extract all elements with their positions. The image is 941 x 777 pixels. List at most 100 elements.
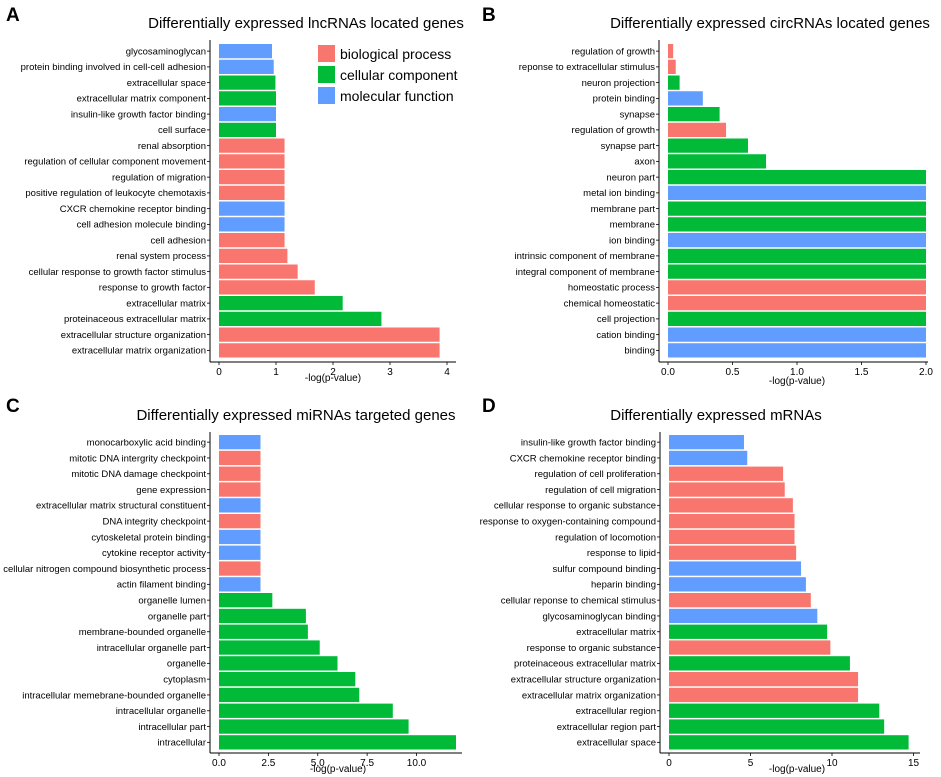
panel-a-bar-regulation-of-cellular-component-movement bbox=[219, 154, 285, 169]
panel-d-label-regulation-of-locomotion: regulation of locomotion bbox=[555, 532, 656, 543]
panel-a-xtick-label-2: 2 bbox=[330, 367, 336, 378]
panel-letter-d: D bbox=[482, 396, 496, 417]
panel-b-category-labels: regulation of growth reponse to extracell… bbox=[515, 46, 659, 357]
panel-c-label-intracellular-organelle: intracellular organelle bbox=[116, 706, 206, 717]
panel-b-bar-metal-ion-binding bbox=[668, 185, 926, 200]
panel-c-label-cytoplasm: cytoplasm bbox=[163, 674, 206, 685]
panel-c-bar-mitotic-dna-damage-checkpoint bbox=[219, 466, 261, 481]
panel-a-label-extracellular-space: extracellular space bbox=[127, 78, 206, 89]
panel-c-bar-cytokine-receptor-activity bbox=[219, 545, 261, 560]
panel-c-xtick-label-4: 10.0 bbox=[407, 758, 427, 769]
panel-b-bar-synapse-part bbox=[668, 138, 748, 153]
panel-d-label-heparin-binding: heparin binding bbox=[591, 580, 656, 591]
panel-d-xtick-label-2: 10 bbox=[826, 758, 838, 769]
panel-b-bar-cell-projection bbox=[668, 311, 926, 326]
panel-c-bar-organelle bbox=[219, 656, 338, 671]
panel-a-bar-extracellular-space bbox=[219, 75, 276, 90]
panel-b-label-axon: axon bbox=[634, 157, 655, 168]
panel-d-bar-extracellular-region-part bbox=[669, 719, 885, 734]
panel-a-label-cxcr-chemokine-receptor-binding: CXCR chemokine receptor binding bbox=[60, 204, 206, 215]
panel-c-label-gene-expression: gene expression bbox=[136, 485, 206, 496]
panel-c-bar-actin-filament-binding bbox=[219, 577, 261, 592]
panel-d-label-extracellular-region: extracellular region bbox=[576, 706, 656, 717]
panel-c-bar-organelle-lumen bbox=[219, 593, 273, 608]
panel-c-label-monocarboxylic-acid-binding: monocarboxylic acid binding bbox=[87, 437, 206, 448]
panel-d-bar-extracellular-space bbox=[669, 735, 909, 750]
panel-b-label-intrinsic-component-of-membrane: intrinsic component of membrane bbox=[515, 251, 655, 262]
panel-c-bar-intracellular bbox=[219, 735, 456, 750]
panel-a-bar-renal-system-process bbox=[219, 248, 288, 263]
panel-c-label-extracellular-matrix-structural-constituent: extracellular matrix structural constitu… bbox=[36, 501, 206, 512]
panel-d-bar-response-to-lipid bbox=[669, 545, 797, 560]
panel-d-bars bbox=[669, 435, 909, 750]
panel-d-label-insulin-like-growth-factor-binding: insulin-like growth factor binding bbox=[521, 437, 656, 448]
panel-c-label-membrane-bounded-organelle: membrane-bounded organelle bbox=[79, 627, 206, 638]
panel-b-label-membrane-part: membrane part bbox=[591, 204, 656, 215]
panel-letter-c: C bbox=[6, 396, 20, 417]
panel-b-x-ticks: 0.0 0.5 1.0 1.5 2.0 bbox=[661, 362, 933, 378]
panel-a-bar-protein-binding-involved-in-cell-cell-adhesion bbox=[219, 59, 274, 74]
panel-d-label-proteinaceous-extracellular-matrix: proteinaceous extracellular matrix bbox=[514, 659, 656, 670]
panel-d-bar-response-to-organic-substance bbox=[669, 640, 831, 655]
panel-d-category-labels: insulin-like growth factor binding CXCR c… bbox=[480, 437, 660, 749]
panel-b-bar-intrinsic-component-of-membrane bbox=[668, 248, 926, 263]
panel-b-bar-binding bbox=[668, 343, 926, 358]
panel-d-label-regulation-of-cell-migration: regulation of cell migration bbox=[545, 485, 656, 496]
panel-d-label-cxcr-chemokine-receptor-binding: CXCR chemokine receptor binding bbox=[510, 453, 656, 464]
panel-b-label-reponse-to-extracellular-stimulus: reponse to extracellular stimulus bbox=[519, 62, 655, 73]
panel-b-xtick-label-3: 1.5 bbox=[855, 367, 869, 378]
panel-c-bar-dna-integrity-checkpoint bbox=[219, 514, 261, 529]
panel-a-category-labels: glycosaminoglycan protein binding involve… bbox=[21, 46, 210, 357]
panel-c-category-labels: monocarboxylic acid binding mitotic DNA i… bbox=[3, 437, 210, 749]
legend-label-biological-process: biological process bbox=[340, 46, 451, 62]
legend-swatch-biological-process bbox=[318, 45, 335, 62]
panel-a-bar-cxcr-chemokine-receptor-binding bbox=[219, 201, 285, 216]
panel-c-label-cellular-nitrogen-compound-biosynthetic-process: cellular nitrogen compound biosynthetic … bbox=[3, 564, 206, 575]
panel-d-bar-cellular-reponse-to-chemical-stimulus bbox=[669, 593, 811, 608]
panel-c-bar-organelle-part bbox=[219, 608, 306, 624]
panel-b-label-metal-ion-binding: metal ion binding bbox=[583, 188, 655, 199]
panel-b-label-regulation-of-growth: regulation of growth bbox=[572, 46, 655, 57]
panel-d-label-response-to-organic-substance: response to organic substance bbox=[527, 643, 656, 654]
panel-a-bar-extracellular-structure-organization bbox=[219, 327, 440, 342]
panel-a-label-glycosaminoglycan: glycosaminoglycan bbox=[126, 46, 206, 57]
panel-d-bar-glycosaminoglycan-binding bbox=[669, 608, 818, 624]
panel-d-bar-extracellular-region bbox=[669, 703, 880, 718]
panel-b-title: Differentially expressed circRNAs locate… bbox=[610, 15, 930, 32]
panel-d-bar-extracellular-matrix-organization bbox=[669, 687, 859, 703]
panel-d-bar-cellular-response-to-organic-substance bbox=[669, 498, 793, 513]
panel-a-bar-cellular-response-to-growth-factor-stimulus bbox=[219, 264, 298, 279]
panel-a-x-axis-label: -log(p-value) bbox=[305, 373, 361, 384]
panel-b-label-chemical-homeostatic: chemical homeostatic bbox=[564, 298, 656, 309]
panel-d-bar-cxcr-chemokine-receptor-binding bbox=[669, 450, 748, 466]
panel-a-xtick-label-1: 1 bbox=[273, 367, 279, 378]
panel-d-title: Differentially expressed mRNAs bbox=[610, 407, 821, 424]
panel-a-label-extracellular-matrix-component: extracellular matrix component bbox=[77, 94, 207, 105]
panel-c-x-ticks: 0.0 2.5 5.0 7.5 10.0 bbox=[212, 753, 427, 769]
panel-d-x-ticks: 0 5 10 15 bbox=[666, 753, 919, 769]
panel-d-label-response-to-oxygen-containing-compound: response to oxygen-containing compound bbox=[480, 516, 656, 527]
panel-d-label-response-to-lipid: response to lipid bbox=[587, 548, 656, 559]
panel-a-label-proteinaceous-extracellular-matrix: proteinaceous extracellular matrix bbox=[64, 314, 206, 325]
panel-d-label-extracellular-matrix: extracellular matrix bbox=[576, 627, 656, 638]
panel-b-bar-reponse-to-extracellular-stimulus bbox=[668, 59, 676, 74]
legend: biological process cellular component mo… bbox=[318, 45, 458, 104]
panel-b-bar-neuron-projection bbox=[668, 75, 680, 90]
panel-b-bar-chemical-homeostatic bbox=[668, 296, 926, 311]
panel-d-label-glycosaminoglycan-binding: glycosaminoglycan binding bbox=[542, 611, 656, 622]
panel-c-label-intracellular: intracellular bbox=[157, 738, 206, 749]
panel-b-label-integral-component-of-membrane: integral component of membrane bbox=[516, 267, 655, 278]
panel-c-bar-extracellular-matrix-structural-constituent bbox=[219, 498, 261, 513]
panel-c-xtick-label-0: 0.0 bbox=[212, 758, 226, 769]
panel-b-bar-axon bbox=[668, 154, 767, 169]
panel-b-bar-synapse bbox=[668, 107, 720, 122]
panel-c-bar-monocarboxylic-acid-binding bbox=[219, 435, 261, 450]
panel-a-label-cell-surface: cell surface bbox=[158, 125, 206, 136]
panel-d-label-cellular-reponse-to-chemical-stimulus: cellular reponse to chemical stimulus bbox=[501, 595, 656, 606]
panel-a-label-regulation-of-cellular-component-movement: regulation of cellular component movemen… bbox=[24, 157, 206, 168]
panel-a-bar-response-to-growth-factor bbox=[219, 280, 315, 295]
panel-b-bar-protein-binding bbox=[668, 91, 703, 106]
panel-a-label-extracellular-matrix: extracellular matrix bbox=[126, 298, 206, 309]
panel-d-bar-sulfur-compound-binding bbox=[669, 561, 802, 576]
panel-a-label-response-to-growth-factor: response to growth factor bbox=[99, 283, 206, 294]
